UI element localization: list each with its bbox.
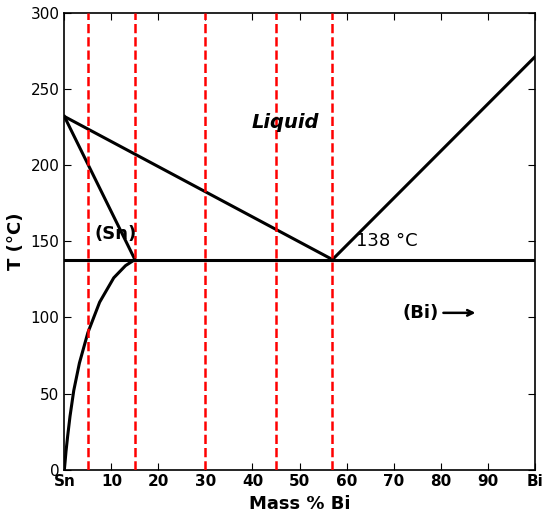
Text: 138 °C: 138 °C: [356, 232, 417, 251]
Text: (Sn): (Sn): [95, 225, 137, 243]
Y-axis label: T (°C): T (°C): [7, 213, 25, 270]
Text: (Bi): (Bi): [403, 304, 439, 322]
Text: Liquid: Liquid: [252, 113, 319, 132]
X-axis label: Mass % Bi: Mass % Bi: [249, 495, 350, 513]
